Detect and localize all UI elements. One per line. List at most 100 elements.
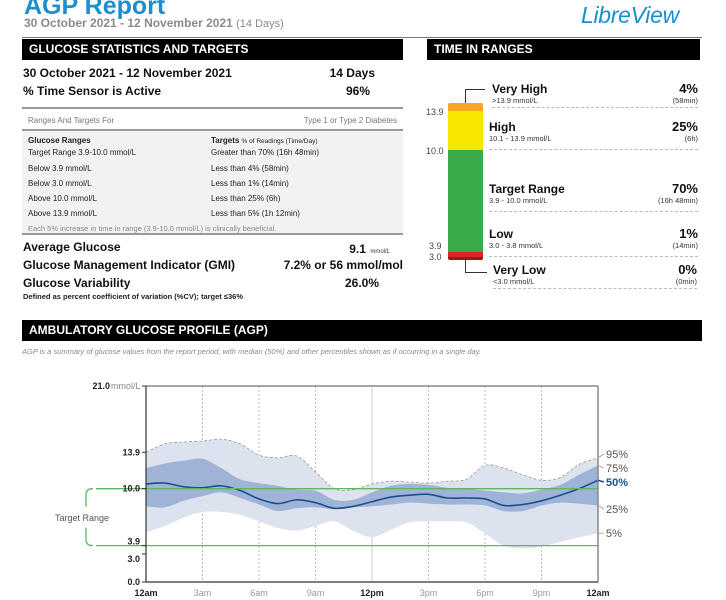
- tir-row-high: High 25% 10.1 - 13.9 mmol/L (6h): [489, 120, 698, 150]
- range-row: Below 3.9 mmol/L Less than 4% (58min): [28, 164, 398, 174]
- gmi-label: Glucose Management Indicator (GMI): [23, 258, 236, 272]
- avg-glucose-value: 9.1: [349, 242, 366, 256]
- percentile-leader: [597, 505, 605, 510]
- col-targets-label: Targets: [211, 136, 240, 145]
- tir-row-very-low: Very Low 0% <3.0 mmol/L (0min): [493, 263, 697, 289]
- col-glucose-ranges: Glucose Ranges: [28, 136, 91, 145]
- range-cell: Below 3.0 mmol/L: [28, 179, 92, 188]
- sensor-value: 96%: [345, 84, 370, 98]
- tir-name: Low: [489, 227, 513, 241]
- report-date-range: 30 October 2021 - 12 November 2021 (14 D…: [24, 16, 284, 31]
- col-targets: Targets % of Readings (Time/Day): [211, 136, 318, 147]
- range-cell: Above 13.9 mmol/L: [28, 209, 97, 218]
- very-low-connector: [465, 260, 466, 272]
- avg-glucose-value-wrap: 9.1 mmol/L: [349, 240, 390, 258]
- tir-row-low: Low 1% 3.0 - 3.8 mmol/L (14min): [489, 227, 698, 257]
- tir-pct: 70%: [671, 181, 698, 196]
- avg-glucose-label: Average Glucose: [23, 240, 121, 254]
- date-range-text: 30 October 2021 - 12 November 2021: [24, 16, 233, 30]
- percentile-label: 95%: [606, 449, 628, 461]
- gv-label: Glucose Variability: [23, 276, 131, 290]
- report-title: AGP Report: [24, 0, 166, 20]
- avg-glucose-unit: mmol/L: [370, 249, 390, 255]
- tir-pct: 1%: [679, 226, 698, 241]
- very-low-connector-h: [465, 272, 487, 273]
- target-cell: Less than 5% (1h 12min): [211, 209, 300, 218]
- tir-name: Target Range: [489, 182, 565, 196]
- ranges-note: Each 5% increase in time in range (3.9-1…: [28, 224, 277, 233]
- tir-pct: 0%: [678, 262, 697, 277]
- tir-time: (16h 48min): [657, 196, 698, 205]
- target-cell: Less than 1% (14min): [211, 179, 289, 188]
- tir-time: (58min): [672, 96, 698, 105]
- tir-segment-very-low: [448, 257, 483, 260]
- x-tick-label: 6pm: [476, 588, 494, 598]
- tir-stacked-bar: [448, 103, 483, 260]
- tir-pct: 25%: [671, 119, 698, 134]
- tir-segment-low: [448, 252, 483, 257]
- tir-sub: 3.9 - 10.0 mmol/L: [489, 196, 548, 205]
- avg-glucose-row: Average Glucose 9.1 mmol/L: [23, 240, 390, 258]
- range-cell: Target Range 3.9-10.0 mmol/L: [28, 148, 137, 157]
- target-bracket-top: [85, 488, 94, 507]
- gmi-row: Glucose Management Indicator (GMI) 7.2% …: [23, 258, 403, 272]
- gv-value: 26.0%: [344, 276, 379, 290]
- tir-sub: 3.0 - 3.8 mmol/L: [489, 241, 544, 250]
- percentile-label: 25%: [606, 504, 628, 516]
- tir-time: (14min): [672, 241, 698, 250]
- tir-sub: <3.0 mmol/L: [493, 277, 535, 286]
- range-cell: Below 3.9 mmol/L: [28, 164, 92, 173]
- range-row: Above 13.9 mmol/L Less than 5% (1h 12min): [28, 209, 398, 219]
- y-tick-label: 3.9: [127, 537, 140, 547]
- ranges-for-label: Ranges And Targets For: [28, 116, 115, 125]
- gv-row: Glucose Variability 26.0%: [23, 276, 379, 290]
- tir-sub: >13.9 mmol/L: [492, 96, 538, 105]
- tir-pct: 4%: [679, 81, 698, 96]
- agp-description: AGP is a summary of glucose values from …: [22, 347, 481, 356]
- y-unit-label: mmol/L: [111, 381, 141, 391]
- percentile-leader: [597, 453, 605, 459]
- target-cell: Less than 4% (58min): [211, 164, 289, 173]
- tir-axis-label: 3.9: [429, 241, 442, 251]
- range-row: Above 10.0 mmol/L Less than 25% (6h): [28, 194, 398, 204]
- percentile-label: 75%: [606, 463, 628, 475]
- percentile-label: 5%: [606, 528, 622, 540]
- x-tick-label: 9am: [307, 588, 325, 598]
- y-tick-label: 21.0: [92, 381, 110, 391]
- tir-row-very-high: Very High 4% >13.9 mmol/L (58min): [492, 82, 698, 108]
- y-tick-label: 13.9: [122, 447, 140, 457]
- y-tick-label: 3.0: [127, 554, 140, 564]
- sensor-row: % Time Sensor is Active 96%: [23, 84, 370, 98]
- tir-sub: 10.1 - 13.9 mmol/L: [489, 134, 552, 143]
- very-high-connector: [465, 89, 466, 103]
- percentile-label: 50%: [606, 477, 628, 489]
- tir-name: High: [489, 120, 516, 134]
- x-tick-label: 3am: [194, 588, 212, 598]
- very-high-connector-h: [465, 89, 485, 90]
- target-bracket-bottom: [85, 527, 94, 547]
- range-row: Target Range 3.9-10.0 mmol/L Greater than…: [28, 148, 398, 158]
- p95-line: [145, 438, 599, 491]
- target-range-label: Target Range: [55, 513, 110, 523]
- period-value: 14 Days: [329, 66, 375, 80]
- x-tick-label: 12am: [586, 588, 609, 598]
- tir-axis-label: 13.9: [426, 107, 444, 117]
- y-tick-label: 10.0: [122, 484, 140, 494]
- period-row: 30 October 2021 - 12 November 2021 14 Da…: [23, 66, 375, 80]
- x-tick-label: 6am: [250, 588, 268, 598]
- tir-axis-label: 10.0: [426, 146, 444, 156]
- tir-name: Very High: [492, 82, 548, 96]
- col-targets-sub: % of Readings (Time/Day): [241, 138, 318, 145]
- ranges-targets-box: Ranges And Targets For Type 1 or Type 2 …: [22, 107, 403, 235]
- ranges-col-headers: Glucose Ranges Targets % of Readings (Ti…: [28, 136, 398, 147]
- tir-row-target: Target Range 70% 3.9 - 10.0 mmol/L (16h 48…: [489, 182, 698, 212]
- libreview-logo: LibreView: [581, 2, 679, 28]
- tir-name: Very Low: [493, 263, 546, 277]
- ranges-for-header: Ranges And Targets For Type 1 or Type 2 …: [22, 109, 403, 131]
- percentile-leader: [597, 479, 605, 483]
- header-divider: [22, 37, 702, 38]
- period-label: 30 October 2021 - 12 November 2021: [23, 66, 232, 80]
- range-row: Below 3.0 mmol/L Less than 1% (14min): [28, 179, 398, 189]
- tir-segment-target-range: [448, 150, 483, 252]
